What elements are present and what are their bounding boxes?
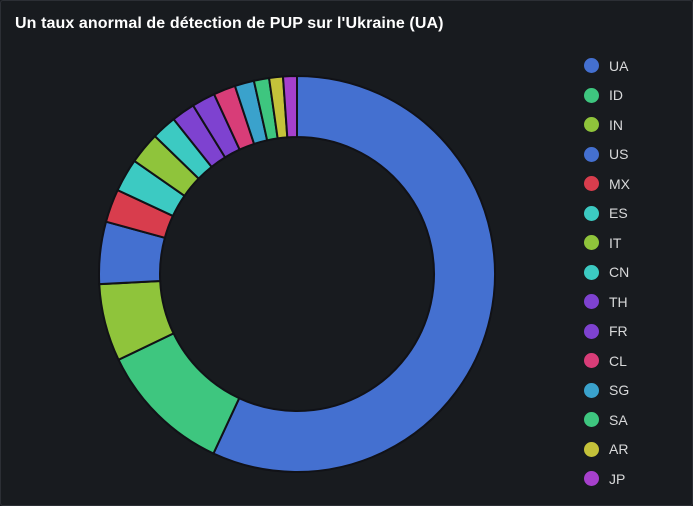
legend-swatch — [584, 264, 599, 280]
legend-swatch — [584, 412, 599, 428]
legend-swatch — [584, 58, 599, 74]
legend-swatch — [584, 176, 599, 192]
legend-label: IN — [609, 116, 623, 133]
legend-label: AR — [609, 441, 629, 458]
legend-item-cl[interactable]: CL — [584, 346, 630, 376]
legend-item-th[interactable]: TH — [584, 287, 630, 317]
legend-swatch — [584, 471, 599, 487]
legend-swatch — [584, 235, 599, 251]
legend-label: ES — [609, 205, 628, 222]
legend-swatch — [584, 117, 599, 133]
legend-item-cn[interactable]: CN — [584, 258, 630, 288]
legend-label: MX — [609, 175, 630, 192]
legend-item-sa[interactable]: SA — [584, 405, 630, 435]
donut-slice-ua[interactable] — [212, 74, 496, 473]
legend-item-jp[interactable]: JP — [584, 464, 630, 494]
legend-item-fr[interactable]: FR — [584, 317, 630, 347]
legend-swatch — [584, 382, 599, 398]
panel-title: Un taux anormal de détection de PUP sur … — [15, 15, 444, 32]
legend-label: CN — [609, 264, 630, 281]
legend-label: IT — [609, 234, 622, 251]
legend-label: US — [609, 146, 629, 163]
legend-item-ua[interactable]: UA — [584, 51, 630, 81]
chart-legend: UA ID IN US MX ES IT CN TH FR CL SG SA AR JP — [584, 51, 630, 494]
legend-item-sg[interactable]: SG — [584, 376, 630, 406]
legend-swatch — [584, 353, 599, 369]
legend-swatch — [584, 441, 599, 457]
legend-label: SG — [609, 382, 630, 399]
legend-item-es[interactable]: ES — [584, 199, 630, 229]
legend-swatch — [584, 146, 599, 162]
donut-slice-jp[interactable] — [281, 74, 298, 139]
legend-label: CL — [609, 352, 627, 369]
legend-label: JP — [609, 470, 626, 487]
donut-chart — [98, 74, 496, 473]
legend-label: FR — [609, 323, 628, 340]
legend-swatch — [584, 205, 599, 221]
legend-item-id[interactable]: ID — [584, 81, 630, 111]
legend-item-ar[interactable]: AR — [584, 435, 630, 465]
legend-item-us[interactable]: US — [584, 140, 630, 170]
legend-label: UA — [609, 57, 629, 74]
legend-label: SA — [609, 411, 628, 428]
legend-swatch — [584, 87, 599, 103]
legend-label: TH — [609, 293, 628, 310]
legend-item-mx[interactable]: MX — [584, 169, 630, 199]
legend-item-in[interactable]: IN — [584, 110, 630, 140]
legend-label: ID — [609, 87, 623, 104]
legend-item-it[interactable]: IT — [584, 228, 630, 258]
legend-swatch — [584, 323, 599, 339]
legend-swatch — [584, 294, 599, 310]
